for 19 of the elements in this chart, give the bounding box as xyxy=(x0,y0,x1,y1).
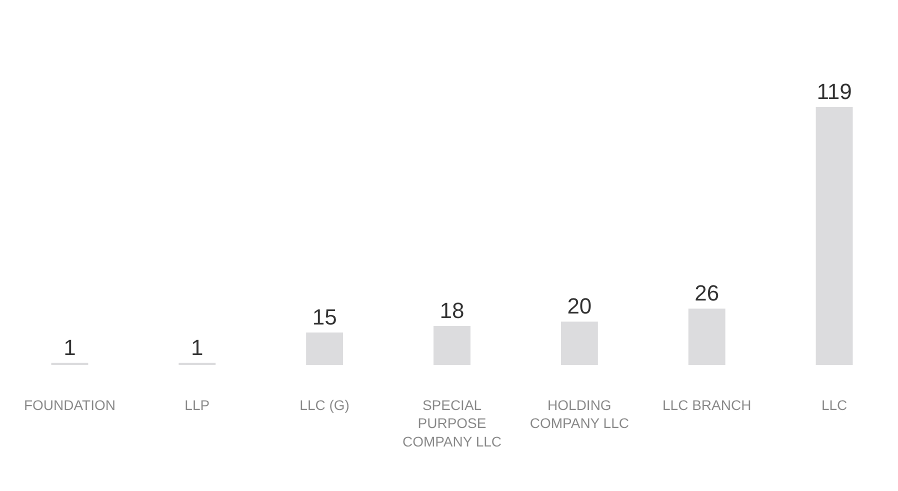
x-tick-label: LLC BRANCH xyxy=(662,397,752,413)
data-label: 18 xyxy=(440,298,464,323)
x-tick-label: LLC xyxy=(821,397,848,413)
x-tick-label: LLC (G) xyxy=(300,397,350,413)
data-label: 15 xyxy=(312,304,337,330)
bar xyxy=(306,332,344,365)
data-label: 119 xyxy=(816,79,852,104)
data-label: 26 xyxy=(694,280,720,306)
bar xyxy=(434,326,470,365)
bar xyxy=(688,308,726,365)
bar xyxy=(816,107,853,365)
bar xyxy=(560,322,598,365)
x-tick-label: FOUNDATION xyxy=(24,397,116,413)
data-label: 1 xyxy=(64,334,76,360)
data-label: 1 xyxy=(191,334,204,360)
x-tick-label: SPECIAL PURPOSE COMPANY LLC xyxy=(402,397,502,450)
x-tick-label: HOLDING COMPANY LLC xyxy=(530,397,629,432)
data-label: 20 xyxy=(567,294,592,319)
x-tick-label: LLP xyxy=(184,397,210,413)
